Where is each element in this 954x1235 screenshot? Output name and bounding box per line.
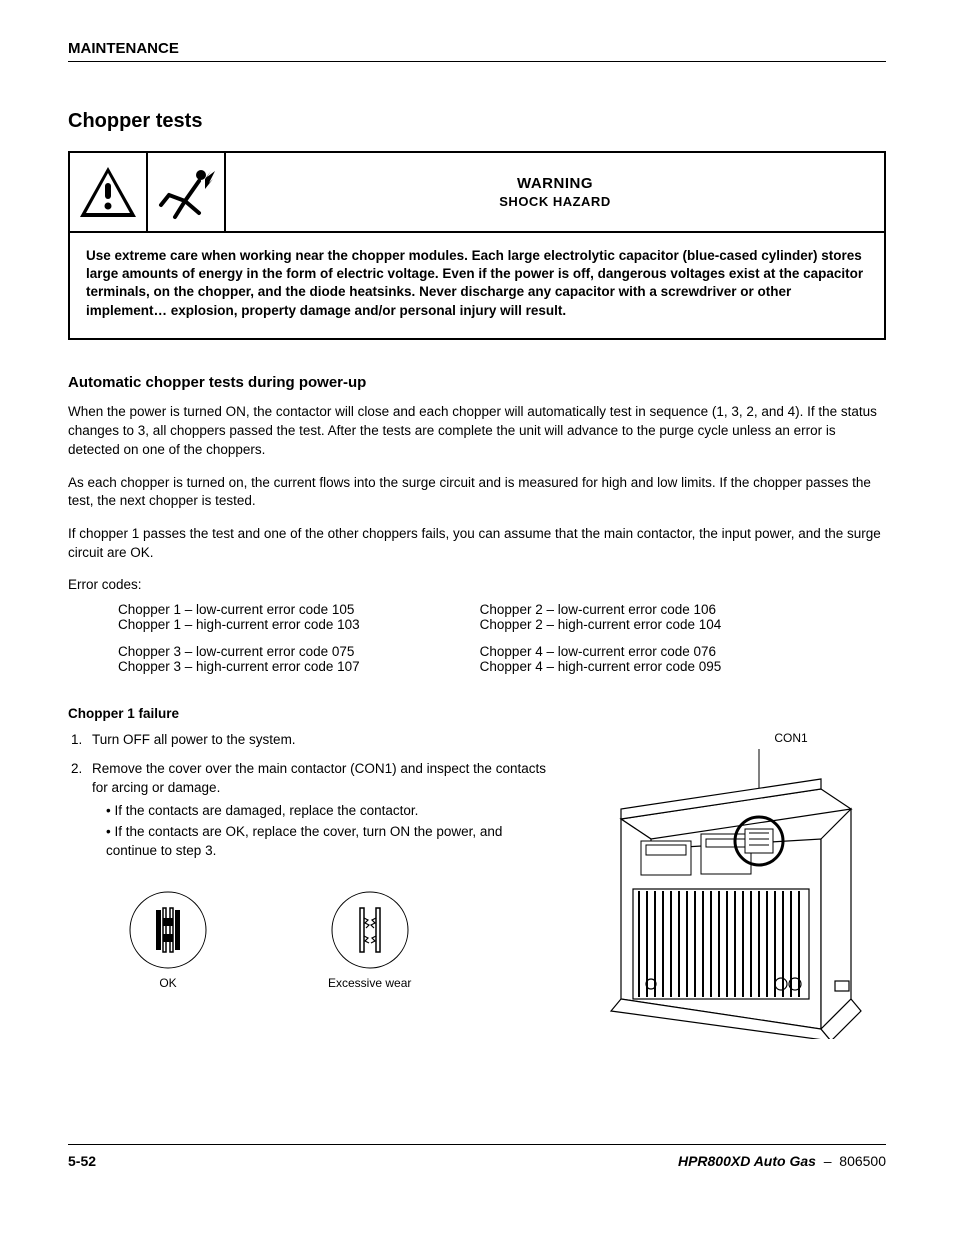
- error-code-columns: Chopper 1 – low-current error code 105 C…: [68, 602, 886, 684]
- contact-ok-label: OK: [159, 976, 176, 990]
- machine-illustration-icon: [591, 749, 881, 1039]
- auto-test-p1: When the power is turned ON, the contact…: [68, 403, 886, 460]
- contact-wear-icon: [330, 890, 410, 970]
- contact-ok-icon: [128, 890, 208, 970]
- footer-sep: –: [824, 1153, 832, 1169]
- contact-ok-figure: OK: [128, 890, 208, 990]
- footer-product: HPR800XD Auto Gas: [678, 1153, 816, 1169]
- auto-test-p3: If chopper 1 passes the test and one of …: [68, 525, 886, 563]
- error-row: Chopper 2 – low-current error code 106: [480, 602, 722, 617]
- section-header: MAINTENANCE: [68, 40, 886, 62]
- warning-subtitle: SHOCK HAZARD: [499, 194, 610, 209]
- contact-figures: OK Excessive wear: [68, 890, 556, 990]
- auto-test-heading: Automatic chopper tests during power-up: [68, 374, 886, 391]
- warning-body-text: Use extreme care when working near the c…: [70, 233, 884, 338]
- error-row: Chopper 1 – low-current error code 105: [118, 602, 360, 617]
- warning-title: WARNING: [517, 175, 593, 192]
- error-row: Chopper 2 – high-current error code 104: [480, 617, 722, 632]
- error-col-left: Chopper 1 – low-current error code 105 C…: [118, 602, 360, 684]
- procedure-step-text: Remove the cover over the main contactor…: [92, 761, 546, 795]
- shock-hazard-icon: [148, 153, 226, 231]
- footer-page-number: 5-52: [68, 1153, 96, 1169]
- contact-wear-figure: Excessive wear: [328, 890, 411, 990]
- procedure-step: Remove the cover over the main contactor…: [86, 760, 556, 860]
- footer-docnum: 806500: [839, 1153, 886, 1169]
- failure-left-col: Turn OFF all power to the system. Remove…: [68, 731, 556, 1039]
- procedure-list: Turn OFF all power to the system. Remove…: [68, 731, 556, 860]
- warning-box: WARNING SHOCK HAZARD Use extreme care wh…: [68, 151, 886, 340]
- error-row: Chopper 4 – low-current error code 076: [480, 644, 722, 659]
- contact-wear-label: Excessive wear: [328, 976, 411, 990]
- procedure-substep: If the contacts are damaged, replace the…: [106, 802, 556, 821]
- procedure-substep: If the contacts are OK, replace the cove…: [106, 823, 556, 861]
- footer-right: HPR800XD Auto Gas – 806500: [678, 1153, 886, 1169]
- page-footer: 5-52 HPR800XD Auto Gas – 806500: [68, 1144, 886, 1169]
- procedure-step: Turn OFF all power to the system.: [86, 731, 556, 750]
- warning-triangle-icon: [70, 153, 148, 231]
- warning-title-cell: WARNING SHOCK HAZARD: [226, 153, 884, 231]
- error-row: Chopper 4 – high-current error code 095: [480, 659, 722, 674]
- con1-label: CON1: [664, 731, 807, 745]
- error-row: Chopper 3 – high-current error code 107: [118, 659, 360, 674]
- chopper1-failure-heading: Chopper 1 failure: [68, 706, 886, 721]
- failure-two-col: Turn OFF all power to the system. Remove…: [68, 731, 886, 1039]
- warning-top-row: WARNING SHOCK HAZARD: [70, 153, 884, 233]
- error-row: Chopper 3 – low-current error code 075: [118, 644, 360, 659]
- failure-right-col: CON1: [586, 731, 886, 1039]
- page-title: Chopper tests: [68, 110, 886, 133]
- error-col-right: Chopper 2 – low-current error code 106 C…: [480, 602, 722, 684]
- error-row: Chopper 1 – high-current error code 103: [118, 617, 360, 632]
- auto-test-p2: As each chopper is turned on, the curren…: [68, 474, 886, 512]
- error-codes-label: Error codes:: [68, 577, 886, 592]
- procedure-sublist: If the contacts are damaged, replace the…: [92, 802, 556, 861]
